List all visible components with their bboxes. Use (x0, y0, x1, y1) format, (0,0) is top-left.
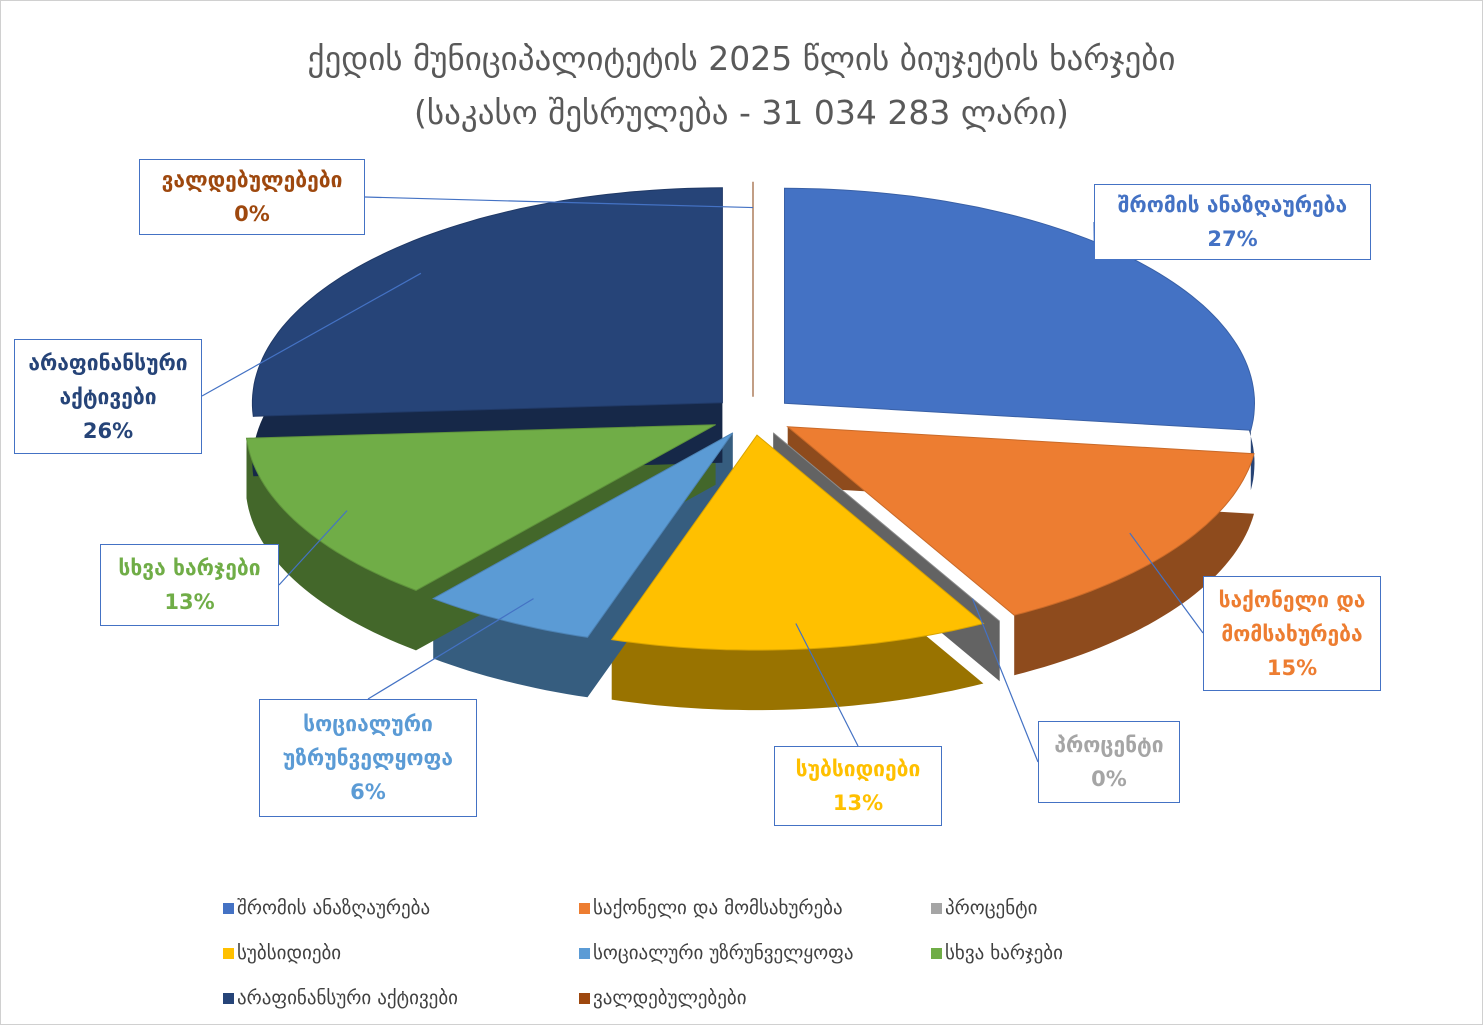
label-category: შრომის ანაზღაურება (1117, 193, 1348, 217)
legend-swatch (931, 947, 942, 959)
slice-side (433, 432, 733, 698)
slice (784, 187, 1256, 431)
leader-line (1129, 532, 1204, 634)
legend-item: საქონელი და მომსახურება (579, 897, 843, 919)
leader-line (971, 598, 1039, 763)
slice (245, 424, 716, 591)
legend-label: პროცენტი (945, 897, 1038, 919)
legend-label: საქონელი და მომსახურება (593, 897, 843, 919)
slice (610, 434, 985, 651)
leader-line (201, 272, 422, 397)
data-label: სუბსიდიები 13% (774, 746, 942, 826)
data-label: არაფინანსური აქტივები 26% (14, 339, 202, 454)
label-category: სუბსიდიები (795, 757, 921, 781)
slice (251, 187, 723, 417)
label-value: 0% (1091, 767, 1127, 791)
label-value: 26% (82, 418, 134, 443)
data-label: საქონელი და მომსახურება 15% (1203, 576, 1381, 691)
legend-label: შრომის ანაზღაურება (237, 897, 431, 919)
label-value: 15% (1266, 655, 1318, 680)
leader-line (367, 598, 534, 700)
data-label: სოციალური უზრუნველყოფა 6% (259, 699, 477, 817)
legend-label: ვალდებულებები (593, 987, 747, 1009)
legend-item: ვალდებულებები (579, 987, 747, 1009)
leader-line (278, 510, 348, 586)
slice (432, 432, 734, 638)
legend-swatch (579, 947, 590, 959)
label-category: საქონელი და მომსახურება (1218, 587, 1366, 646)
slice (786, 426, 1255, 616)
data-label: ვალდებულებები 0% (139, 159, 365, 235)
leader-line (364, 196, 754, 209)
label-value: 6% (350, 780, 386, 804)
legend-item: არაფინანსური აქტივები (223, 987, 458, 1009)
label-value: 13% (832, 791, 884, 815)
legend-item: პროცენტი (931, 897, 1037, 919)
legend-item: სუბსიდიები (223, 942, 341, 964)
label-category: სხვა ხარჯები (118, 556, 261, 580)
slice (772, 432, 1001, 622)
legend-swatch (579, 992, 590, 1004)
slice-side (246, 424, 716, 651)
label-category: არაფინანსური აქტივები (28, 350, 188, 409)
legend-swatch (223, 992, 234, 1004)
legend-swatch (579, 902, 590, 914)
label-value: 0% (234, 202, 270, 226)
label-category: პროცენტი (1054, 733, 1164, 757)
label-value: 13% (164, 590, 215, 614)
data-label: პროცენტი 0% (1038, 721, 1180, 803)
label-category: ვალდებულებები (161, 168, 343, 192)
legend-label: სოციალური უზრუნველყოფა (593, 942, 854, 964)
data-label: სხვა ხარჯები 13% (100, 544, 279, 626)
legend-item: შრომის ანაზღაურება (223, 897, 430, 919)
legend-label: სუბსიდიები (237, 942, 342, 964)
legend-item: სხვა ხარჯები (931, 942, 1063, 964)
legend-swatch (223, 902, 234, 914)
legend-swatch (931, 902, 942, 914)
legend-label: სხვა ხარჯები (945, 942, 1063, 964)
label-value: 27% (1207, 227, 1258, 251)
legend-swatch (223, 947, 234, 959)
legend-label: არაფინანსური აქტივები (237, 987, 458, 1009)
leader-line (795, 623, 859, 747)
data-label: შრომის ანაზღაურება 27% (1094, 184, 1371, 260)
chart-title: ქედის მუნიციპალიტეტის 2025 წლის ბიუჯეტის… (307, 39, 1176, 78)
chart-subtitle: (საკასო შესრულება - 31 034 283 ლარი) (414, 93, 1069, 132)
legend-item: სოციალური უზრუნველყოფა (579, 942, 853, 964)
label-category: სოციალური უზრუნველყოფა (282, 712, 454, 770)
